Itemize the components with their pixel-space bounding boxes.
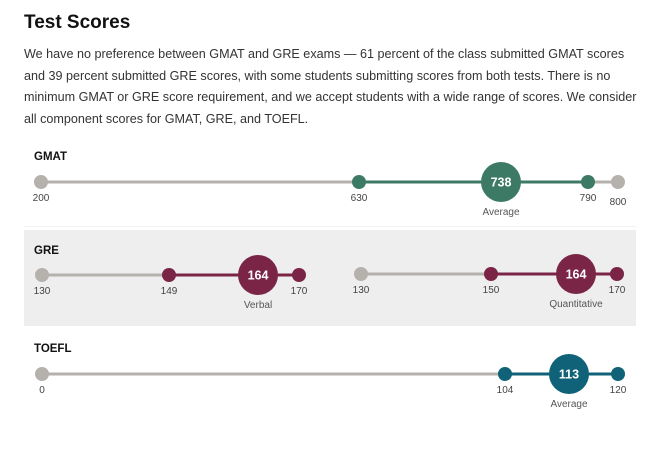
verbal-min-label: 130 [34, 286, 51, 297]
divider [24, 226, 636, 227]
verbal-average-point [238, 255, 278, 295]
verbal-min-point [35, 268, 49, 282]
quantitative-average-value: 164 [566, 268, 587, 282]
toefl-high-point [611, 367, 625, 381]
gmat-average-caption: Average [482, 207, 520, 218]
quantitative-low-label: 150 [483, 285, 500, 296]
verbal-high-point [292, 268, 306, 282]
gmat-low-point [352, 175, 366, 189]
gmat-max-point [611, 175, 625, 189]
intro-paragraph: We have no preference between GMAT and G… [24, 47, 637, 126]
verbal-average-value: 164 [248, 269, 269, 283]
verbal-high-label: 170 [291, 286, 308, 297]
toefl-min-label: 0 [39, 385, 45, 396]
gmat-average-point [481, 162, 521, 202]
toefl-section-label: TOEFL [34, 343, 72, 355]
toefl-low-label: 104 [497, 385, 514, 396]
gre-panel [24, 230, 636, 326]
gmat-max-label: 800 [610, 197, 627, 208]
toefl-low-point [498, 367, 512, 381]
gmat-low-label: 630 [351, 193, 368, 204]
gmat-high-point [581, 175, 595, 189]
page-title: Test Scores [24, 12, 131, 33]
gmat-min-point [34, 175, 48, 189]
toefl-high-label: 120 [610, 385, 627, 396]
gre-section-label: GRE [34, 245, 59, 257]
gmat-high-label: 790 [580, 193, 597, 204]
toefl-average-point [549, 354, 589, 394]
quantitative-min-point [354, 267, 368, 281]
quantitative-low-point [484, 267, 498, 281]
quantitative-high-label: 170 [609, 285, 626, 296]
verbal-low-label: 149 [161, 286, 178, 297]
toefl-average-value: 113 [559, 368, 579, 382]
quantitative-high-point [610, 267, 624, 281]
gmat-min-label: 200 [33, 193, 50, 204]
quantitative-average-caption: Quantitative [549, 299, 603, 310]
toefl-average-caption: Average [550, 399, 588, 410]
verbal-low-point [162, 268, 176, 282]
toefl-min-point [35, 367, 49, 381]
gmat-section-label: GMAT [34, 151, 68, 163]
quantitative-average-point [556, 254, 596, 294]
gmat-average-value: 738 [491, 176, 512, 190]
quantitative-min-label: 130 [353, 285, 370, 296]
verbal-average-caption: Verbal [244, 300, 272, 311]
